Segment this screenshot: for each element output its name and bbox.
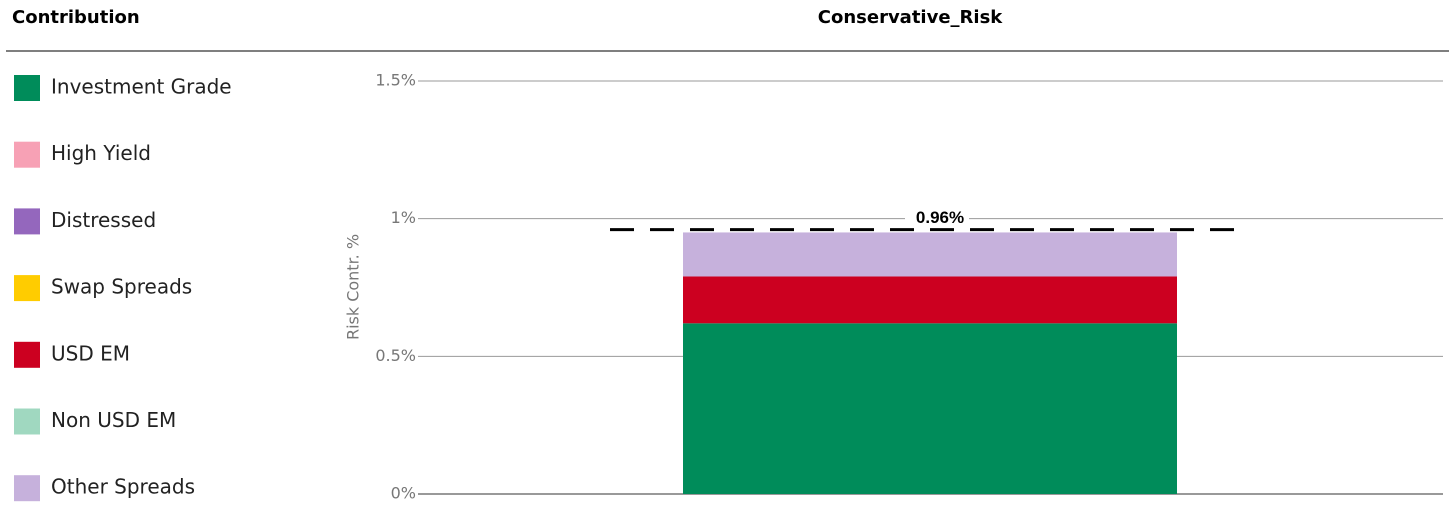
total-label: 0.96% [916,208,964,227]
legend-label: USD EM [51,341,130,365]
bar-segment [683,276,1177,324]
legend-label: Investment Grade [51,75,232,99]
legend-swatch [14,408,40,435]
legend-swatch [14,341,40,368]
y-axis-label: Risk Contr. % [344,234,363,340]
legend-swatch [14,141,40,168]
y-tick-label: 1% [391,208,416,227]
legend-swatch [14,75,40,101]
legend-label: Swap Spreads [51,275,192,299]
legend-label: High Yield [51,141,151,165]
legend-title: Contribution [12,7,140,28]
chart-title: Conservative_Risk [818,7,1004,28]
y-tick-label: 0.5% [375,346,416,365]
y-tick-label: 1.5% [375,71,416,90]
total-label-bg [905,209,969,226]
y-tick-label: 0% [391,484,416,503]
legend-label: Non USD EM [51,408,176,432]
legend-label: Distressed [51,208,156,232]
bar-segment [683,323,1177,494]
bar-segment [683,232,1177,277]
legend-swatch [14,475,40,502]
legend-swatch [14,208,40,235]
legend-swatch [14,275,40,302]
legend-label: Other Spreads [51,475,195,499]
